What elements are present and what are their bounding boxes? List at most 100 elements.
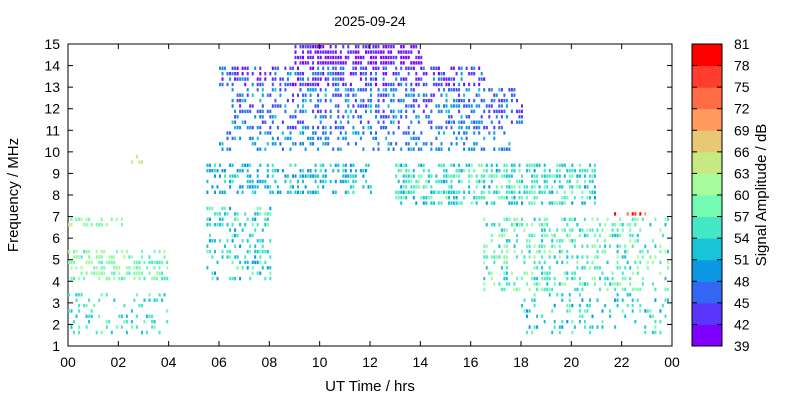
data-cell: [407, 190, 410, 194]
data-cell: [546, 271, 549, 275]
data-cell: [264, 212, 267, 216]
data-cell: [639, 212, 642, 216]
data-cell: [120, 325, 123, 329]
data-cell: [256, 109, 259, 114]
data-cell: [412, 109, 415, 114]
data-cell: [357, 61, 360, 65]
data-cell: [578, 233, 581, 238]
data-cell: [594, 190, 596, 194]
data-cell: [259, 109, 262, 114]
data-cell: [322, 66, 325, 70]
data-cell: [405, 88, 408, 92]
data-cell: [533, 174, 536, 178]
data-cell: [468, 169, 471, 173]
data-cell: [352, 174, 355, 178]
data-cell: [425, 93, 428, 97]
data-cell: [229, 276, 232, 281]
data-cell: [485, 201, 488, 205]
data-cell: [322, 50, 325, 54]
data-cell: [367, 45, 370, 49]
data-cell: [274, 179, 277, 184]
data-cell: [284, 66, 287, 70]
data-cell: [251, 125, 254, 130]
data-cell: [375, 45, 377, 49]
data-cell: [443, 163, 445, 167]
data-cell: [450, 142, 453, 146]
x-tick-label: 00: [60, 354, 76, 370]
data-cell: [98, 260, 101, 265]
data-cell: [292, 115, 294, 119]
colorbar-tick-label: 48: [734, 273, 750, 289]
data-cell: [578, 293, 581, 297]
data-cell: [161, 276, 164, 281]
data-cell: [556, 239, 559, 243]
data-cell: [302, 45, 304, 49]
y-tick-label: 8: [52, 187, 60, 203]
data-cell: [347, 179, 350, 184]
data-cell: [118, 314, 121, 318]
data-cell: [271, 163, 274, 167]
data-cell: [536, 276, 539, 281]
data-cell: [244, 223, 247, 227]
data-cell: [455, 196, 458, 200]
data-cell: [513, 201, 516, 205]
data-cell: [450, 163, 453, 167]
data-cell: [667, 287, 669, 292]
y-axis-title: Frequency / MHz: [5, 138, 22, 252]
data-cell: [249, 136, 252, 141]
data-cell: [435, 174, 438, 178]
data-cell: [475, 104, 478, 108]
data-cell: [339, 93, 342, 97]
data-cell: [596, 325, 599, 329]
data-cell: [292, 125, 294, 130]
data-cell: [387, 82, 390, 87]
plot-area: [67, 43, 673, 347]
data-cell: [158, 260, 161, 265]
data-cell: [264, 185, 267, 189]
data-cell: [566, 320, 569, 324]
data-cell: [443, 169, 445, 173]
data-cell: [108, 320, 111, 324]
data-cell: [596, 266, 599, 270]
data-cell: [445, 77, 448, 81]
data-cell: [271, 169, 274, 173]
data-cell: [400, 196, 403, 200]
data-cell: [450, 125, 453, 130]
data-cell: [344, 169, 347, 173]
data-cell: [453, 88, 455, 92]
data-cell: [551, 174, 554, 178]
data-cell: [110, 217, 113, 221]
data-cell: [508, 147, 511, 151]
data-cell: [231, 72, 234, 76]
data-cell: [589, 228, 591, 232]
data-cell: [563, 228, 566, 232]
data-cell: [143, 260, 146, 265]
data-cell: [483, 282, 486, 286]
data-cell: [120, 223, 123, 227]
y-tick-label: 12: [44, 101, 60, 117]
data-cell: [480, 174, 483, 178]
data-cell: [500, 266, 503, 270]
data-cell: [453, 77, 455, 81]
data-cell: [276, 125, 279, 130]
data-cell: [581, 169, 584, 173]
data-cell: [120, 314, 123, 318]
data-cell: [294, 45, 297, 49]
data-cell: [533, 282, 536, 286]
data-cell: [448, 88, 450, 92]
data-cell: [271, 88, 274, 92]
data-cell: [503, 287, 506, 292]
data-cell: [594, 276, 596, 281]
data-cell: [309, 98, 312, 103]
data-cell: [85, 303, 88, 308]
colorbar-band: [692, 324, 722, 347]
data-cell: [297, 104, 299, 108]
data-cell: [483, 169, 486, 173]
data-cell: [558, 325, 561, 329]
data-cell: [513, 88, 516, 92]
data-cell: [354, 179, 357, 184]
data-cell: [246, 169, 249, 173]
data-cell: [334, 72, 337, 76]
colorbar-tick-label: 42: [734, 316, 750, 332]
data-cell: [513, 163, 516, 167]
